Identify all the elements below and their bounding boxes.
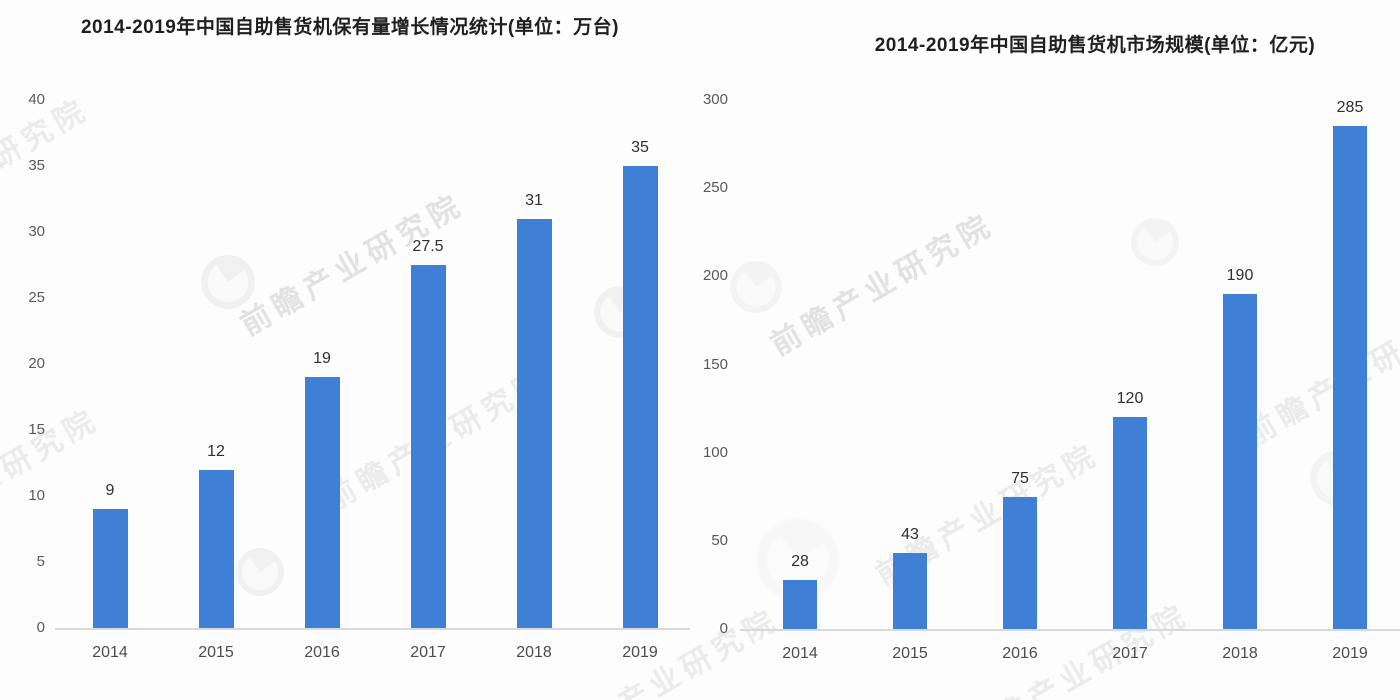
- y-tick-label: 15: [28, 421, 45, 438]
- bars-region: 28 2014 43 2015 75 2016 120 2017 190 2018 285 2019: [740, 99, 1400, 662]
- bar-value-label: 9: [105, 482, 115, 500]
- bar-value-label: 285: [1336, 99, 1364, 117]
- bar-value-label: 31: [525, 191, 543, 209]
- bar-value-label: 27.5: [412, 238, 444, 255]
- x-category-label: 2014: [92, 644, 128, 661]
- bar-value-label: 120: [1116, 390, 1144, 408]
- bar: [1333, 126, 1367, 629]
- x-category-label: 2017: [1112, 645, 1148, 662]
- plot-area: 0 5 10 15 20 25 30 35 40 9 2014 12 2015 19 2016 27.5 20…: [0, 91, 690, 661]
- bars-region: 9 2014 12 2015 19 2016 27.5 2017 31 2018 35 2019: [55, 100, 690, 661]
- y-tick-label: 200: [702, 267, 728, 285]
- x-category-label: 2015: [198, 644, 234, 661]
- y-tick-label: 30: [28, 223, 45, 240]
- bar-value-label: 75: [1011, 469, 1029, 487]
- bar: [92, 509, 128, 628]
- chart-title: 2014-2019年中国自助售货机市场规模(单位：亿元): [874, 35, 1316, 56]
- y-tick-label: 40: [28, 91, 45, 108]
- bar: [1003, 496, 1037, 629]
- x-category-label: 2016: [1002, 645, 1038, 662]
- bar: [1223, 293, 1257, 629]
- y-axis: 0 5 10 15 20 25 30 35 40: [0, 91, 45, 636]
- x-category-label: 2015: [892, 645, 928, 662]
- chart-title: 2014-2019年中国自助售货机保有量增长情况统计(单位：万台): [80, 17, 620, 38]
- y-axis: 0 50 100 150 200 250 300: [700, 91, 728, 637]
- bar: [516, 218, 552, 628]
- y-tick-label: 10: [28, 487, 45, 504]
- y-tick-label: 5: [36, 553, 45, 570]
- bar-value-label: 190: [1226, 266, 1254, 284]
- x-category-label: 2018: [1222, 645, 1258, 662]
- bar-value-label: 43: [901, 526, 919, 544]
- y-tick-label: 25: [28, 289, 45, 306]
- y-tick-label: 50: [711, 531, 728, 549]
- y-tick-label: 0: [719, 620, 728, 637]
- bar-value-label: 19: [313, 350, 331, 368]
- y-tick-label: 35: [28, 157, 45, 174]
- y-tick-label: 150: [702, 355, 728, 373]
- chart-holdings: 2014-2019年中国自助售货机保有量增长情况统计(单位：万台) 0 5 10 15…: [0, 17, 690, 661]
- bar-value-label: 28: [791, 552, 809, 570]
- bar-value-label: 35: [631, 139, 649, 156]
- x-category-label: 2019: [1332, 645, 1368, 662]
- bar: [622, 166, 658, 628]
- y-tick-label: 100: [702, 443, 728, 461]
- x-category-label: 2014: [782, 645, 818, 662]
- x-category-label: 2016: [304, 644, 340, 661]
- bar-value-label: 12: [207, 442, 225, 460]
- x-category-label: 2018: [516, 644, 552, 661]
- y-tick-label: 20: [28, 355, 45, 372]
- x-category-label: 2017: [410, 644, 446, 661]
- bar: [893, 553, 927, 629]
- plot-area: 0 50 100 150 200 250 300 28 2014 43 2015 75 2016 120…: [700, 91, 1400, 662]
- y-tick-label: 300: [702, 91, 728, 108]
- bar: [410, 265, 446, 628]
- x-category-label: 2019: [622, 644, 658, 661]
- bar: [198, 469, 234, 628]
- y-tick-label: 0: [36, 619, 45, 636]
- chart-market-size: 2014-2019年中国自助售货机市场规模(单位：亿元) 0 50 100 150 20…: [700, 0, 1400, 700]
- y-tick-label: 250: [702, 179, 728, 197]
- bar: [304, 377, 340, 628]
- bar: [783, 579, 817, 629]
- bar: [1113, 417, 1147, 629]
